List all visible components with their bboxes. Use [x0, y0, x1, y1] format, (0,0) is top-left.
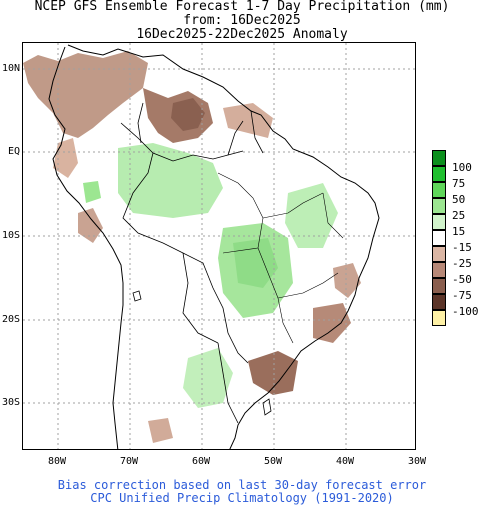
map-subtitle-date: from: 16Dec2025 [183, 13, 301, 28]
legend-label-minus50: -50 [452, 273, 472, 286]
dry-region-guianas [223, 103, 273, 138]
legend-swatch-75 [432, 166, 446, 182]
legend-label-minus100: -100 [452, 305, 479, 318]
legend-label-minus25: -25 [452, 257, 472, 270]
legend-swatch-50 [432, 182, 446, 198]
precipitation-anomaly-map [22, 42, 416, 450]
country-borders [120, 102, 264, 424]
anomaly-shading [23, 51, 361, 443]
lat-label-10n: 10N [1, 63, 20, 74]
lon-label-80w: 80W [47, 456, 67, 467]
footer-climatology-note: CPC Unified Precip Climatology (1991-202… [90, 491, 394, 505]
lat-label-30s: 30S [1, 397, 20, 408]
legend-swatch-100 [432, 150, 446, 166]
lon-label-40w: 40W [335, 456, 355, 467]
legend-label-25: 25 [452, 209, 466, 222]
map-gridlines [23, 43, 415, 449]
wet-core-goias [233, 238, 278, 288]
legend-swatch-minus15 [432, 246, 446, 262]
legend-swatch-minus75 [432, 294, 446, 310]
lat-label-10s: 10S [1, 230, 20, 241]
dry-region-northeast-brazil [333, 263, 361, 298]
lon-label-60w: 60W [191, 456, 211, 467]
dry-region-patagonia [148, 418, 173, 443]
wet-region-paraguay [183, 348, 233, 408]
lat-label-20s: 20S [1, 314, 20, 325]
map-canvas [23, 43, 415, 449]
lake-titicaca [132, 290, 142, 302]
legend-label-minus75: -75 [452, 289, 472, 302]
legend-swatch-minus25 [432, 262, 446, 278]
map-title: NCEP GFS Ensemble Forecast 1-7 Day Preci… [34, 0, 450, 14]
south-america-coast [48, 44, 380, 449]
dry-region-southeast-brazil [313, 303, 351, 343]
legend-label-50: 50 [452, 193, 466, 206]
legend-swatch-minus100 [432, 310, 446, 326]
lon-label-50w: 50W [263, 456, 283, 467]
wet-region-east [285, 183, 338, 248]
wet-region-peru-small [83, 181, 101, 203]
lon-label-70w: 70W [119, 456, 139, 467]
legend-label-75: 75 [452, 177, 466, 190]
lon-label-30w: 30W [407, 456, 427, 467]
coastline [48, 44, 380, 449]
dry-region-peru [78, 208, 103, 243]
legend-swatch-25 [432, 198, 446, 214]
dry-region-north-colombia [23, 51, 148, 138]
legend-swatch-minus50 [432, 278, 446, 294]
footer-bias-note: Bias correction based on last 30-day for… [57, 478, 427, 492]
wet-region-central-amazon [118, 143, 223, 218]
map-subtitle-period: 16Dec2025-22Dec2025 Anomaly [136, 27, 348, 42]
lat-label-eq: EQ [7, 146, 20, 157]
legend-swatch-15 [432, 214, 446, 230]
lagoa-dos-patos [262, 398, 272, 416]
dry-core-venezuela [171, 98, 205, 131]
legend-label-100: 100 [452, 161, 472, 174]
legend-label-15: 15 [452, 225, 466, 238]
legend-swatch-neutral [432, 230, 446, 246]
state-borders [217, 172, 344, 344]
dry-region-rio-grande [248, 351, 298, 395]
legend-label-minus15: -15 [452, 241, 472, 254]
